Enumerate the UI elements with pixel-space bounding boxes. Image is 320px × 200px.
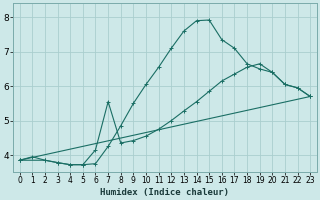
X-axis label: Humidex (Indice chaleur): Humidex (Indice chaleur) — [100, 188, 229, 197]
